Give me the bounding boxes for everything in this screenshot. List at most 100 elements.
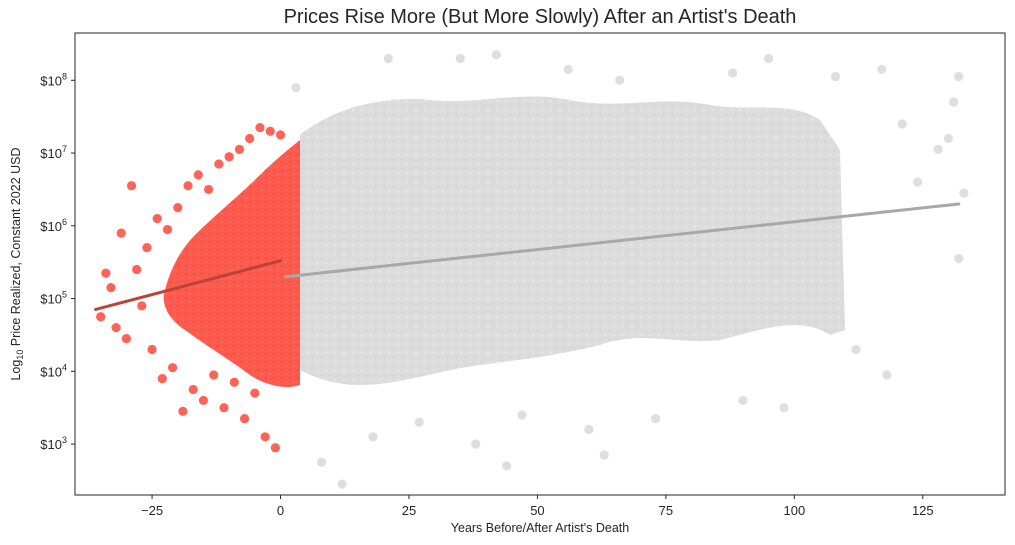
y-axis-ticks: $103$104$105$106$107$108 [40, 71, 75, 452]
before-death-point [111, 323, 121, 333]
after-death-point [615, 75, 625, 85]
before-death-point [188, 384, 198, 395]
before-death-point [137, 301, 147, 311]
y-tick-exponent: 8 [62, 71, 67, 81]
after-death-point [933, 144, 943, 155]
x-tick-label: 50 [530, 503, 544, 518]
before-death-point [203, 184, 214, 195]
before-death-point [275, 130, 286, 140]
before-death-point [209, 370, 219, 380]
after-death-point [651, 414, 661, 424]
before-death-point [219, 403, 229, 413]
before-death-point [142, 243, 152, 253]
after-death-point [877, 64, 887, 74]
x-axis-label: Years Before/After Artist's Death [451, 521, 629, 535]
y-tick-label: $104 [40, 362, 67, 379]
before-death-point [265, 126, 275, 136]
after-death-point [959, 188, 969, 198]
x-tick-label: 25 [402, 503, 416, 518]
plot-frame [74, 32, 1006, 496]
before-death-point [255, 122, 265, 133]
y-tick-base: $10 [40, 437, 62, 452]
before-death-point [234, 144, 245, 155]
after-death-point [599, 450, 609, 460]
y-tick-label: $106 [40, 217, 67, 234]
y-tick-exponent: 3 [62, 435, 67, 445]
y-tick-base: $10 [40, 73, 62, 88]
x-tick-label: 75 [659, 503, 673, 518]
after-death-point [943, 133, 954, 144]
y-tick-base: $10 [40, 364, 62, 379]
after-death-point [764, 53, 774, 64]
y-tick-exponent: 4 [62, 362, 67, 372]
before-death-point [250, 388, 260, 398]
y-tick-label: $103 [40, 435, 67, 452]
y-tick-exponent: 5 [62, 290, 67, 300]
before-death-point [116, 228, 126, 238]
before-death-point [162, 224, 173, 235]
after-death-point [383, 53, 394, 64]
after-death-point [779, 403, 789, 413]
before-death-point [245, 133, 255, 144]
before-death-point [178, 406, 188, 416]
after-death-point [897, 119, 907, 129]
x-axis-ticks: −25 0 25 50 75 100 125 [141, 495, 934, 518]
after-death-point [830, 72, 841, 82]
after-death-regression-line [284, 202, 961, 279]
before-death-point [173, 203, 183, 213]
before-death-point [126, 181, 137, 191]
after-death-point [738, 395, 748, 406]
before-death-point [224, 152, 234, 162]
after-death-point [337, 479, 347, 489]
before-death-point [270, 443, 280, 453]
y-tick-base: $10 [40, 219, 62, 234]
y-tick-label: $107 [40, 144, 67, 161]
after-death-point [882, 370, 892, 380]
chart-title: Prices Rise More (But More Slowly) After… [283, 6, 797, 28]
after-death-point [491, 50, 501, 60]
x-tick-label: 125 [912, 503, 934, 518]
before-death-point [132, 264, 142, 275]
y-axis-label-log: Log [9, 360, 23, 381]
before-death-point [101, 268, 111, 278]
x-tick-label: 100 [783, 503, 805, 518]
after-death-point [517, 410, 527, 420]
before-death-point [147, 344, 157, 355]
before-death-point [106, 283, 116, 293]
before-death-point [198, 395, 209, 406]
before-death-point [183, 181, 193, 191]
before-death-point [229, 377, 239, 387]
y-tick-label: $108 [40, 71, 67, 88]
after-death-point [728, 68, 738, 78]
after-death-point [851, 344, 861, 355]
after-death-point-cloud [300, 96, 845, 386]
after-death-point [471, 439, 481, 449]
after-death-point [368, 432, 378, 442]
y-tick-exponent: 6 [62, 217, 67, 227]
before-death-regression-line [94, 259, 283, 311]
before-death-point-cloud [163, 140, 300, 387]
before-death-point [214, 159, 224, 169]
y-tick-base: $10 [40, 292, 62, 307]
after-death-point [455, 53, 465, 64]
after-death-point [502, 461, 512, 471]
y-tick-exponent: 7 [62, 144, 67, 154]
y-axis-label-subscript: 10 [15, 350, 25, 360]
after-death-point [913, 177, 923, 187]
after-death-point [414, 417, 424, 427]
y-axis-label-rest: Price Realized, Constant 2022 USD [9, 147, 23, 349]
after-death-point [949, 97, 959, 107]
before-death-point [121, 333, 131, 344]
y-axis-label: Log10 Price Realized, Constant 2022 USD [9, 147, 25, 380]
after-death-point [317, 457, 327, 467]
before-death-point [96, 312, 106, 322]
before-death-point [168, 363, 178, 373]
after-death-point [563, 64, 573, 74]
y-tick-label: $105 [40, 290, 67, 307]
after-death-point [954, 253, 964, 264]
after-death-point [954, 72, 964, 82]
x-tick-label: 0 [277, 503, 284, 518]
before-death-point [239, 414, 250, 424]
before-death-point [260, 432, 270, 442]
